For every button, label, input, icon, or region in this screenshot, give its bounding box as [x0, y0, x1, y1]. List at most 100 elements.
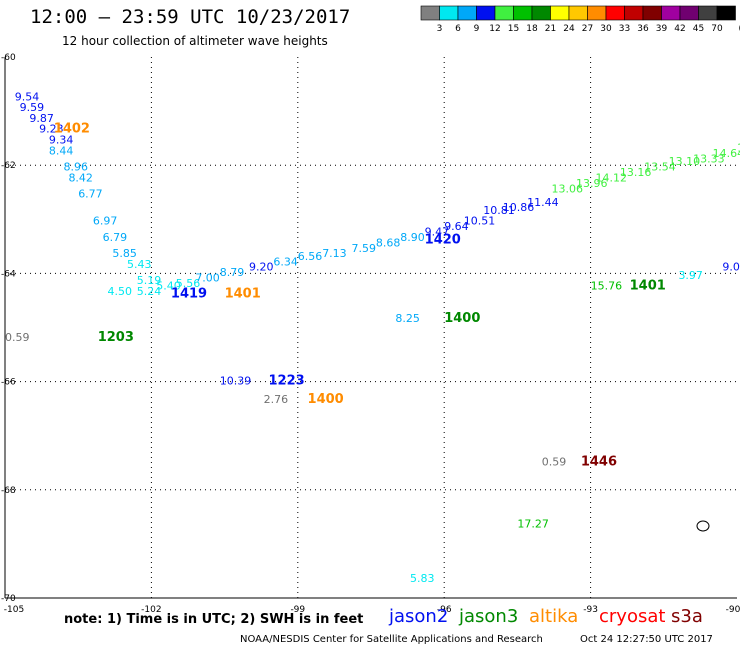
scale-swatch — [531, 5, 551, 21]
wave-height-label: 5.40 — [156, 280, 181, 293]
latitude-tick-label: -66 — [1, 378, 16, 388]
longitude-tick-label: -105 — [4, 605, 24, 615]
latitude-tick-label: -60 — [1, 53, 16, 63]
pass-time-label: 1223 — [269, 373, 305, 388]
scale-tick-label: 24 — [563, 24, 575, 34]
wave-height-label: 9.87 — [29, 112, 54, 125]
wave-height-label: 6.56 — [298, 250, 323, 263]
pass-time-label: 1400 — [308, 392, 344, 407]
scale-swatch — [439, 5, 459, 21]
map-subtitle: 12 hour collection of altimeter wave hei… — [62, 34, 328, 48]
wave-height-label: 6.79 — [103, 231, 128, 244]
satellite-legend-item: cryosat — [599, 606, 666, 627]
observation-labels: 9.549.599.879.239.348.44 8.968.42 6.77 6.97… — [5, 90, 740, 584]
pass-time-label: 1203 — [98, 330, 134, 345]
wave-height-label: 5.56 — [176, 277, 201, 290]
generation-timestamp: Oct 24 12:27:50 UTC 2017 — [580, 634, 713, 645]
graticule — [5, 57, 737, 598]
latitude-tick-label: -64 — [1, 269, 16, 279]
scale-swatch — [698, 5, 718, 21]
wave-height-label: 0.59 — [5, 331, 30, 344]
pass-time-label: 1401 — [225, 287, 261, 302]
wave-height-label: 7.00 — [195, 272, 220, 285]
wave-height-label: 6.97 — [93, 215, 118, 228]
scale-swatch — [550, 5, 570, 21]
island-contour — [696, 520, 710, 532]
satellite-legend-item: jason3 — [459, 606, 519, 627]
scale-swatch — [679, 5, 699, 21]
wave-height-label: 9.34 — [49, 134, 74, 147]
scale-unit-label: (ft) — [739, 24, 740, 34]
scale-tick-label: 6 — [455, 24, 461, 34]
satellite-legend-item: altika — [529, 606, 579, 627]
wave-height-label: 14.12 — [595, 171, 627, 184]
wave-height-label: 8.68 — [376, 236, 401, 249]
wave-height-label: 10.39 — [220, 374, 252, 387]
wave-height-label: 15.76 — [591, 280, 623, 293]
wave-height-label: 6.34 — [273, 255, 298, 268]
wave-height-label: 3.97 — [678, 269, 703, 282]
longitude-tick-label: -96 — [437, 605, 452, 615]
wave-height-label: 6.77 — [78, 188, 103, 201]
wave-height-label: 11.44 — [527, 196, 559, 209]
scale-swatch — [587, 5, 607, 21]
scale-tick-label: 3 — [437, 24, 443, 34]
pass-time-label: 1402 — [54, 122, 90, 137]
latitude-tick-label: -62 — [1, 161, 16, 171]
wave-height-label: 9.23 — [39, 123, 64, 136]
scale-swatch — [476, 5, 496, 21]
wave-height-label: 5.43 — [127, 258, 152, 271]
scale-swatch — [457, 5, 477, 21]
wave-height-label: 10.51 — [464, 215, 496, 228]
scale-tick-label: 12 — [489, 24, 500, 34]
wave-height-label: 9.59 — [20, 101, 45, 114]
wave-height-label: 13.06 — [552, 182, 584, 195]
scale-swatch — [420, 5, 440, 21]
satellite-legend-item: s3a — [671, 606, 703, 627]
longitude-tick-label: -102 — [141, 605, 161, 615]
scale-tick-label: 21 — [545, 24, 556, 34]
wave-height-label: 9.64 — [444, 220, 469, 233]
axis-ticks: -105 -102 -99 -96 -93 -90 -60 -62 -64 -66 -68 -70 — [1, 53, 740, 615]
pass-time-label: 1420 — [425, 233, 461, 248]
scale-tick-label: 33 — [619, 24, 630, 34]
wave-height-label: 10.86 — [503, 201, 535, 214]
scale-swatch — [624, 5, 644, 21]
wave-height-label: 7.59 — [351, 242, 376, 255]
wave-height-label: 13.54 — [644, 161, 676, 174]
scale-tick-label: 70 — [711, 24, 723, 34]
pass-time-label: 1419 — [171, 287, 207, 302]
wave-height-label: 8.90 — [400, 231, 425, 244]
wave-height-label: 2.76 — [264, 393, 289, 406]
scale-tick-label: 18 — [526, 24, 538, 34]
wave-height-label: 14.77 — [737, 142, 740, 155]
scale-tick-label: 39 — [656, 24, 668, 34]
scale-tick-label: 36 — [637, 24, 649, 34]
wave-height-label: 14.64 — [713, 147, 740, 160]
latitude-tick-label: -68 — [1, 486, 16, 496]
map-title: 12:00 – 23:59 UTC 10/23/2017 — [30, 6, 351, 28]
wave-height-label: 13.16 — [620, 166, 652, 179]
wave-height-label: 13.10 — [669, 155, 701, 168]
wave-height-label: 9.54 — [15, 90, 40, 103]
wave-height-label: 9.47 — [425, 226, 450, 239]
wave-height-label: 7.13 — [322, 247, 347, 260]
longitude-tick-label: -90 — [726, 605, 740, 615]
scale-tick-label: 42 — [674, 24, 685, 34]
wave-height-label: 8.96 — [64, 161, 88, 174]
wave-height-label: 9.02 — [722, 261, 740, 274]
scale-swatch — [716, 5, 736, 21]
footnote: note: 1) Time is in UTC; 2) SWH is in fe… — [64, 612, 364, 627]
satellite-legend-item: jason2 — [389, 606, 449, 627]
longitude-tick-label: -99 — [290, 605, 305, 615]
scale-swatch — [568, 5, 588, 21]
island-outline — [696, 520, 710, 532]
scale-tick-label: 45 — [693, 24, 704, 34]
scale-tick-label: 27 — [582, 24, 593, 34]
scale-tick-label: 9 — [474, 24, 480, 34]
pass-time-label: 1401 — [630, 279, 666, 294]
wave-height-label: 9.20 — [249, 261, 274, 274]
latitude-tick-label: -70 — [1, 594, 16, 604]
